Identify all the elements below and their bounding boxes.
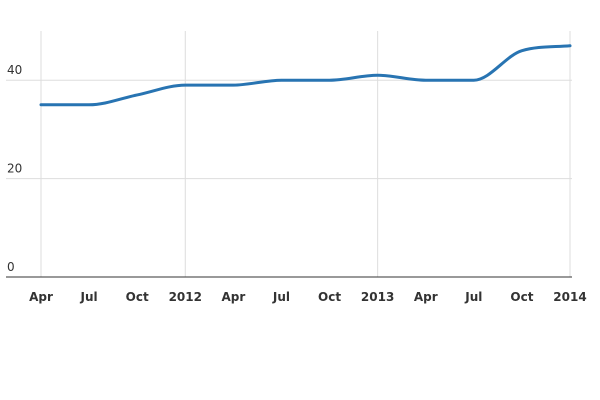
- x-tick-label: Jul: [80, 290, 98, 304]
- series-line: [39, 44, 572, 107]
- x-tick-label: 2013: [361, 290, 394, 304]
- x-tick-label: 2012: [169, 290, 202, 304]
- x-tick-label: Oct: [510, 290, 533, 304]
- x-tick-label: 2014: [553, 290, 586, 304]
- vertical-gridlines: [40, 31, 571, 277]
- x-axis-tick-labels: Apr Jul Oct 2012 Apr Jul Oct 2013 Apr Jul Oct 2014: [29, 290, 587, 304]
- x-tick-label: Oct: [126, 290, 149, 304]
- x-tick-label: Apr: [221, 290, 245, 304]
- x-tick-label: Jul: [272, 290, 290, 304]
- y-axis-tick-labels: 0 20 40: [7, 63, 22, 274]
- y-tick-label: 0: [7, 260, 15, 274]
- x-tick-label: Apr: [414, 290, 438, 304]
- horizontal-gridlines: [6, 79, 572, 180]
- x-tick-label: Jul: [464, 290, 482, 304]
- series-layer: [39, 44, 572, 107]
- x-tick-label: Oct: [318, 290, 341, 304]
- x-tick-label: Apr: [29, 290, 53, 304]
- y-tick-label: 40: [7, 63, 22, 77]
- y-tick-label: 20: [7, 162, 22, 176]
